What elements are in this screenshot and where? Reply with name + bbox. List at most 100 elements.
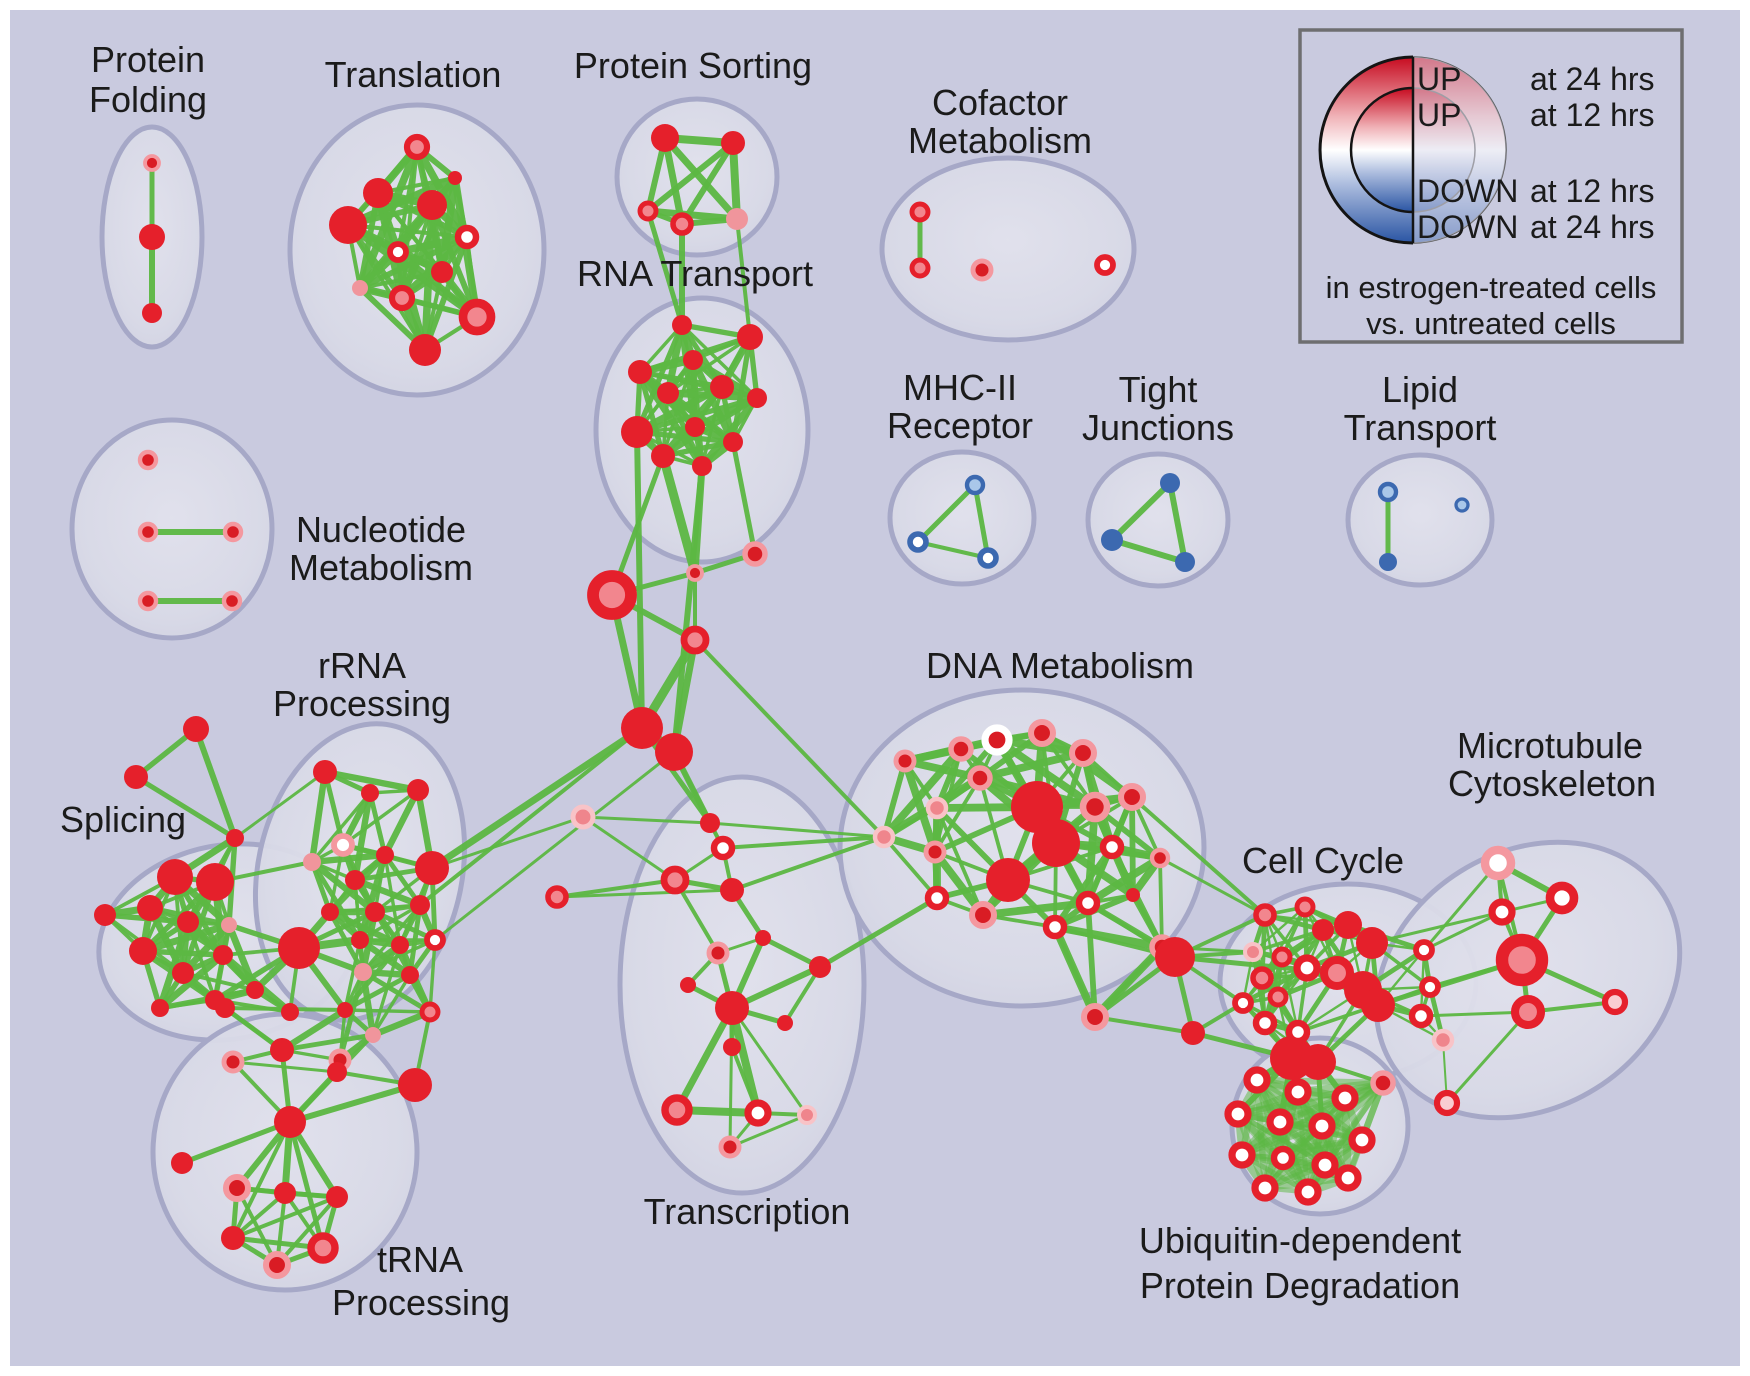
node-dna-metabolism-6: [923, 840, 947, 864]
network-edge: [179, 1119, 293, 1166]
node-transcription-3: [720, 878, 744, 902]
node-tight-junctions-0: [1160, 473, 1180, 493]
node-trna-processing-10: [262, 1250, 292, 1280]
node-lipid-transport-0: [1377, 481, 1399, 503]
legend-inner-left-arc: [1349, 86, 1414, 214]
network-edge: [1370, 910, 1504, 945]
cluster-label-ubiquitin-degradation-line1: Ubiquitin-dependent: [1139, 1220, 1461, 1261]
node-trna-processing-6: [274, 1182, 296, 1204]
network-edge: [679, 140, 736, 227]
network-edge: [581, 815, 677, 882]
node-cell-cycle-11: [1250, 966, 1274, 990]
network-edge: [418, 726, 644, 907]
node-ubiquitin-degradation-10: [1251, 1174, 1279, 1202]
node-mhc-ii-receptor-1: [907, 531, 929, 553]
node-tight-junctions-2: [1175, 552, 1195, 572]
legend-up-12-state: UP: [1417, 97, 1461, 133]
network-edge: [658, 451, 700, 578]
network-edge: [428, 724, 646, 872]
legend-down-12-state: DOWN: [1417, 173, 1518, 209]
node-cofactor-metabolism-1: [909, 257, 931, 279]
node-backbone-6: [1155, 937, 1195, 977]
network-edge: [1084, 803, 1099, 907]
node-cofactor-metabolism-0: [909, 201, 931, 223]
node-translation-5: [454, 224, 480, 250]
network-edge: [341, 788, 420, 847]
node-microtubule-cytoskeleton-0: [1480, 845, 1516, 881]
network-edge: [278, 1006, 349, 1054]
network-edge: [671, 463, 705, 755]
node-backbone-2: [587, 570, 637, 620]
legend-down-24-time: at 24 hrs: [1530, 209, 1655, 245]
node-microtubule-cytoskeleton-1: [1545, 881, 1579, 915]
node-cell-cycle-2: [1312, 919, 1334, 941]
node-rrna-processing-12: [391, 936, 409, 954]
node-transcription-11: [777, 1015, 793, 1031]
network-edge: [1109, 480, 1173, 543]
network-edge: [1052, 844, 1115, 930]
network-edge: [367, 790, 388, 858]
node-rrna-processing-16: [337, 1002, 353, 1018]
node-nucleotide-metabolism-3: [137, 590, 159, 612]
node-rna-transport-5: [657, 382, 679, 404]
cluster-ellipse-lipid-transport: [1345, 452, 1495, 588]
network-edge: [660, 395, 760, 459]
network-edge: [1422, 910, 1504, 952]
node-cell-cycle-6: [1271, 946, 1293, 968]
cluster-label-lipid-transport-line1: Lipid: [1382, 369, 1458, 410]
node-splicing-2: [226, 829, 244, 847]
node-backbone-4: [621, 707, 663, 749]
node-transcription-9: [809, 956, 831, 978]
network-edge: [1084, 854, 1164, 907]
network-edge: [1419, 1010, 1530, 1018]
node-rrna-processing-21: [365, 1027, 381, 1043]
cluster-label-tight-junctions-line1: Tight: [1119, 369, 1198, 410]
node-splicing-1: [124, 765, 148, 789]
node-mhc-ii-receptor-2: [977, 547, 999, 569]
node-splicing-6: [94, 904, 116, 926]
node-rna-transport-6: [747, 388, 767, 408]
network-edge: [880, 745, 965, 841]
cluster-label-nucleotide-metabolism-line2: Metabolism: [289, 547, 473, 588]
cluster-label-rrna-processing-line1: rRNA: [318, 645, 406, 686]
node-cell-cycle-4: [1356, 927, 1388, 959]
cluster-ellipse-tight-junctions: [1085, 451, 1231, 589]
network-edge: [342, 972, 413, 1013]
node-ubiquitin-degradation-7: [1228, 1141, 1256, 1169]
network-edge: [708, 821, 886, 839]
node-protein-sorting-3: [670, 212, 694, 236]
network-edge: [661, 134, 686, 228]
node-rna-transport-4: [710, 375, 734, 399]
network-edge: [181, 971, 257, 992]
network-edge: [382, 852, 423, 908]
cluster-label-cell-cycle-line1: Cell Cycle: [1242, 840, 1404, 881]
network-edge: [881, 758, 908, 840]
network-edge: [231, 1120, 292, 1240]
node-protein-folding-2: [142, 303, 162, 323]
node-protein-sorting-4: [726, 208, 748, 230]
cluster-label-cofactor-metabolism-line2: Metabolism: [908, 120, 1092, 161]
network-edge: [817, 895, 940, 970]
network-edge: [1109, 537, 1188, 565]
node-transcription-15: [797, 1105, 817, 1125]
network-edge: [1093, 1015, 1195, 1035]
node-dna-metabolism-22: [1080, 1002, 1110, 1032]
cluster-label-dna-metabolism-line1: DNA Metabolism: [926, 645, 1194, 686]
node-backbone-1: [742, 541, 768, 567]
node-rrna-processing-14: [354, 963, 372, 981]
node-splicing-11: [278, 927, 320, 969]
network-edge: [133, 774, 238, 841]
node-microtubule-cytoskeleton-4: [1510, 994, 1546, 1030]
node-cell-cycle-21: [1285, 1019, 1311, 1045]
network-edge: [309, 859, 363, 943]
node-tight-junctions-1: [1101, 529, 1123, 551]
network-edge: [179, 921, 233, 977]
node-dna-metabolism-17: [1149, 847, 1171, 869]
network-nodes: [94, 124, 1629, 1280]
node-cell-cycle-16: [1300, 1044, 1336, 1080]
node-rrna-processing-0: [313, 760, 337, 784]
network-edge: [916, 540, 990, 560]
cluster-label-lipid-transport-line2: Transport: [1344, 407, 1497, 448]
node-dna-metabolism-14: [968, 900, 998, 930]
